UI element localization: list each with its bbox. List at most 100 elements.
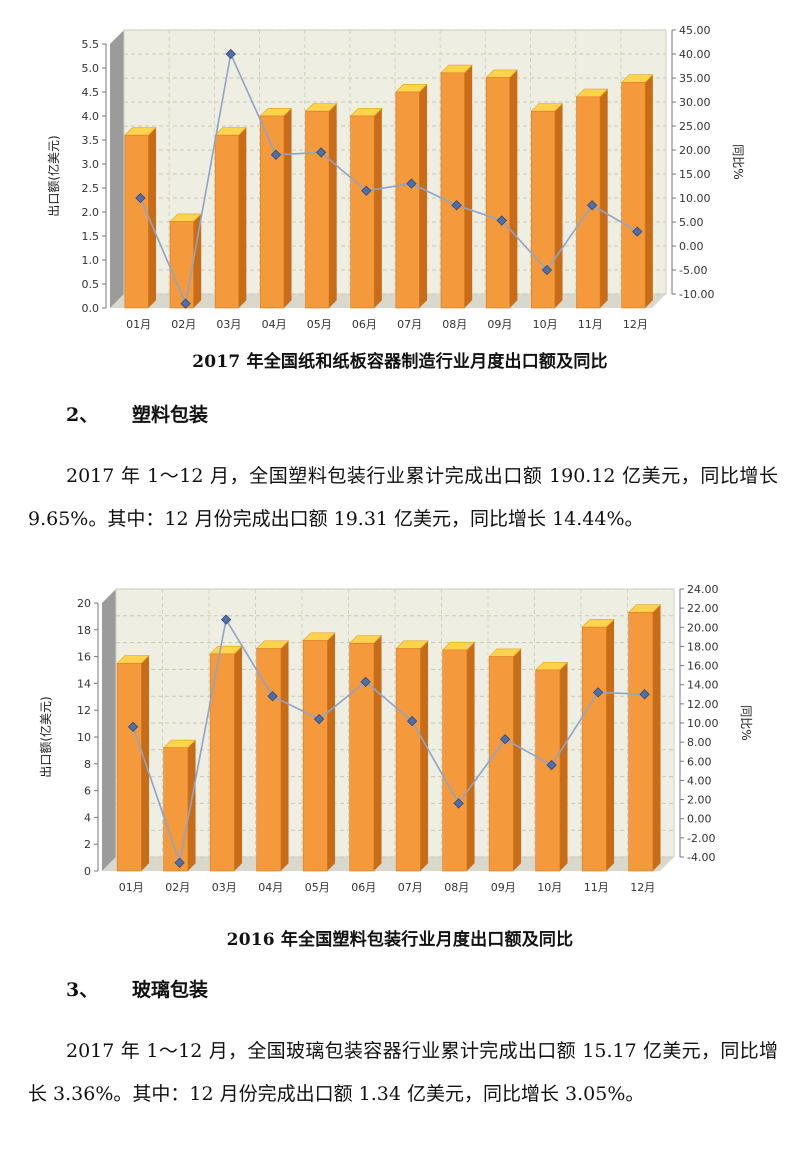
bar-side	[606, 619, 615, 871]
bar-front	[576, 96, 601, 309]
right-tick-label: 30.00	[679, 96, 711, 109]
category-label: 04月	[262, 318, 287, 331]
left-tick-label: 3.0	[82, 158, 100, 171]
right-tick-label: 18.00	[687, 640, 719, 653]
category-label: 11月	[584, 881, 609, 894]
bar-side	[238, 127, 247, 308]
chart-paper-board-exports: 0.0 0.5 1.0 1.5 2.0 2.5 3.0 3.5 4.0 4.5 5.0 5.5 -10.…	[0, 20, 800, 350]
yoy-marker	[220, 614, 232, 625]
bar-front	[209, 653, 235, 872]
right-tick-label: 15.00	[679, 168, 711, 181]
bar-side	[464, 65, 473, 308]
bar-side	[559, 662, 568, 871]
bar-front	[116, 663, 142, 872]
category-label: 07月	[398, 881, 423, 894]
bar-front	[581, 626, 607, 872]
right-tick-label: 35.00	[679, 72, 711, 85]
bar-side	[599, 89, 608, 308]
bar-front	[485, 77, 510, 309]
right-tick-label: 25.00	[679, 120, 711, 133]
yoy-line	[132, 617, 645, 866]
right-tick-label: 0.00	[679, 240, 704, 253]
bar-front	[260, 115, 285, 309]
left-tick-label: 0.0	[82, 302, 100, 315]
yoy-marker	[180, 298, 191, 309]
bar-front	[349, 642, 375, 872]
section2-title: 塑料包装	[132, 404, 209, 426]
chart1-caption: 2017 年全国纸和纸板容器制造行业月度出口额及同比	[192, 352, 608, 372]
bar-front	[621, 82, 646, 309]
chart-floor	[102, 857, 674, 871]
bar-side	[193, 213, 202, 308]
bar-side	[283, 108, 292, 308]
right-tick-label: 4.00	[687, 774, 712, 787]
left-tick-label: 2	[84, 838, 91, 851]
left-tick-label: 0	[84, 865, 91, 878]
section3-title: 玻璃包装	[132, 979, 209, 1001]
bar-side	[327, 632, 336, 871]
right-tick-label: -10.00	[679, 288, 714, 301]
bar-front	[628, 612, 654, 872]
right-tick-label: 20.00	[687, 621, 719, 634]
category-label: 07月	[397, 318, 422, 331]
section2-paragraph: 2017 年 1～12 月，全国塑料包装行业累计完成出口额 190.12 亿美元…	[28, 465, 778, 530]
right-tick-label: 2.00	[687, 794, 712, 807]
left-tick-label: 0.5	[82, 278, 100, 291]
bar-side	[234, 646, 243, 871]
left-tick-label: 10	[77, 731, 91, 744]
left-tick-label: 4.5	[82, 86, 100, 99]
right-tick-label: 6.00	[687, 755, 712, 768]
yoy-marker	[632, 226, 643, 237]
bar-side	[554, 103, 563, 308]
bar-side	[374, 108, 382, 308]
right-tick-label: 10.00	[679, 192, 711, 205]
right-tick-label: -5.00	[679, 264, 707, 277]
bar-side	[466, 642, 475, 871]
yoy-marker	[174, 857, 185, 868]
left-tick-label: 1.5	[82, 230, 100, 243]
yoy-marker	[541, 264, 553, 276]
section3-paragraph: 2017 年 1～12 月，全国玻璃包装容器行业累计完成出口额 15.17 亿美…	[28, 1040, 778, 1105]
yoy-marker	[225, 48, 236, 60]
bar-front	[395, 648, 421, 872]
right-tick-label: 45.00	[679, 24, 711, 37]
left-tick-label: 2.5	[82, 182, 100, 195]
right-tick-label: 20.00	[679, 144, 711, 157]
bar-front	[256, 648, 282, 872]
bar-front	[442, 649, 468, 872]
category-label: 10月	[533, 318, 558, 331]
section2-heading: 2、 塑料包装	[66, 400, 208, 427]
category-label: 08月	[442, 318, 467, 331]
yoy-marker	[406, 178, 417, 189]
section2-number: 2、	[66, 404, 99, 426]
right-tick-label: 40.00	[679, 48, 711, 61]
yoy-marker	[127, 721, 139, 732]
chart-side-wall	[102, 589, 116, 871]
bar-front	[169, 221, 194, 309]
yoy-marker	[499, 734, 511, 745]
yoy-marker	[313, 714, 325, 725]
left-tick-label: 5.5	[82, 38, 100, 51]
left-tick-label: 1.0	[82, 254, 100, 267]
chart2-caption: 2016 年全国塑料包装行业月度出口额及同比	[226, 930, 574, 950]
bar-front	[305, 110, 330, 309]
right-tick-label: -2.00	[687, 832, 715, 845]
right-axis-title: 同比%	[731, 144, 745, 179]
yoy-marker	[496, 215, 507, 226]
right-tick-label: 24.00	[687, 583, 719, 596]
bar-side	[419, 84, 428, 308]
left-axis-title: 出口额(亿美元)	[46, 135, 61, 216]
category-label: 05月	[307, 318, 332, 331]
yoy-marker	[586, 200, 598, 211]
yoy-marker	[546, 759, 557, 771]
category-label: 12月	[630, 881, 655, 894]
chart-side-wall	[110, 30, 124, 308]
left-tick-label: 12	[77, 704, 91, 717]
bar-side	[148, 127, 157, 308]
category-label: 12月	[623, 318, 648, 331]
section3-number: 3、	[66, 979, 99, 1001]
yoy-marker	[361, 185, 372, 196]
bar-side	[280, 640, 289, 871]
bar-front	[124, 134, 149, 309]
bar-side	[328, 103, 337, 308]
